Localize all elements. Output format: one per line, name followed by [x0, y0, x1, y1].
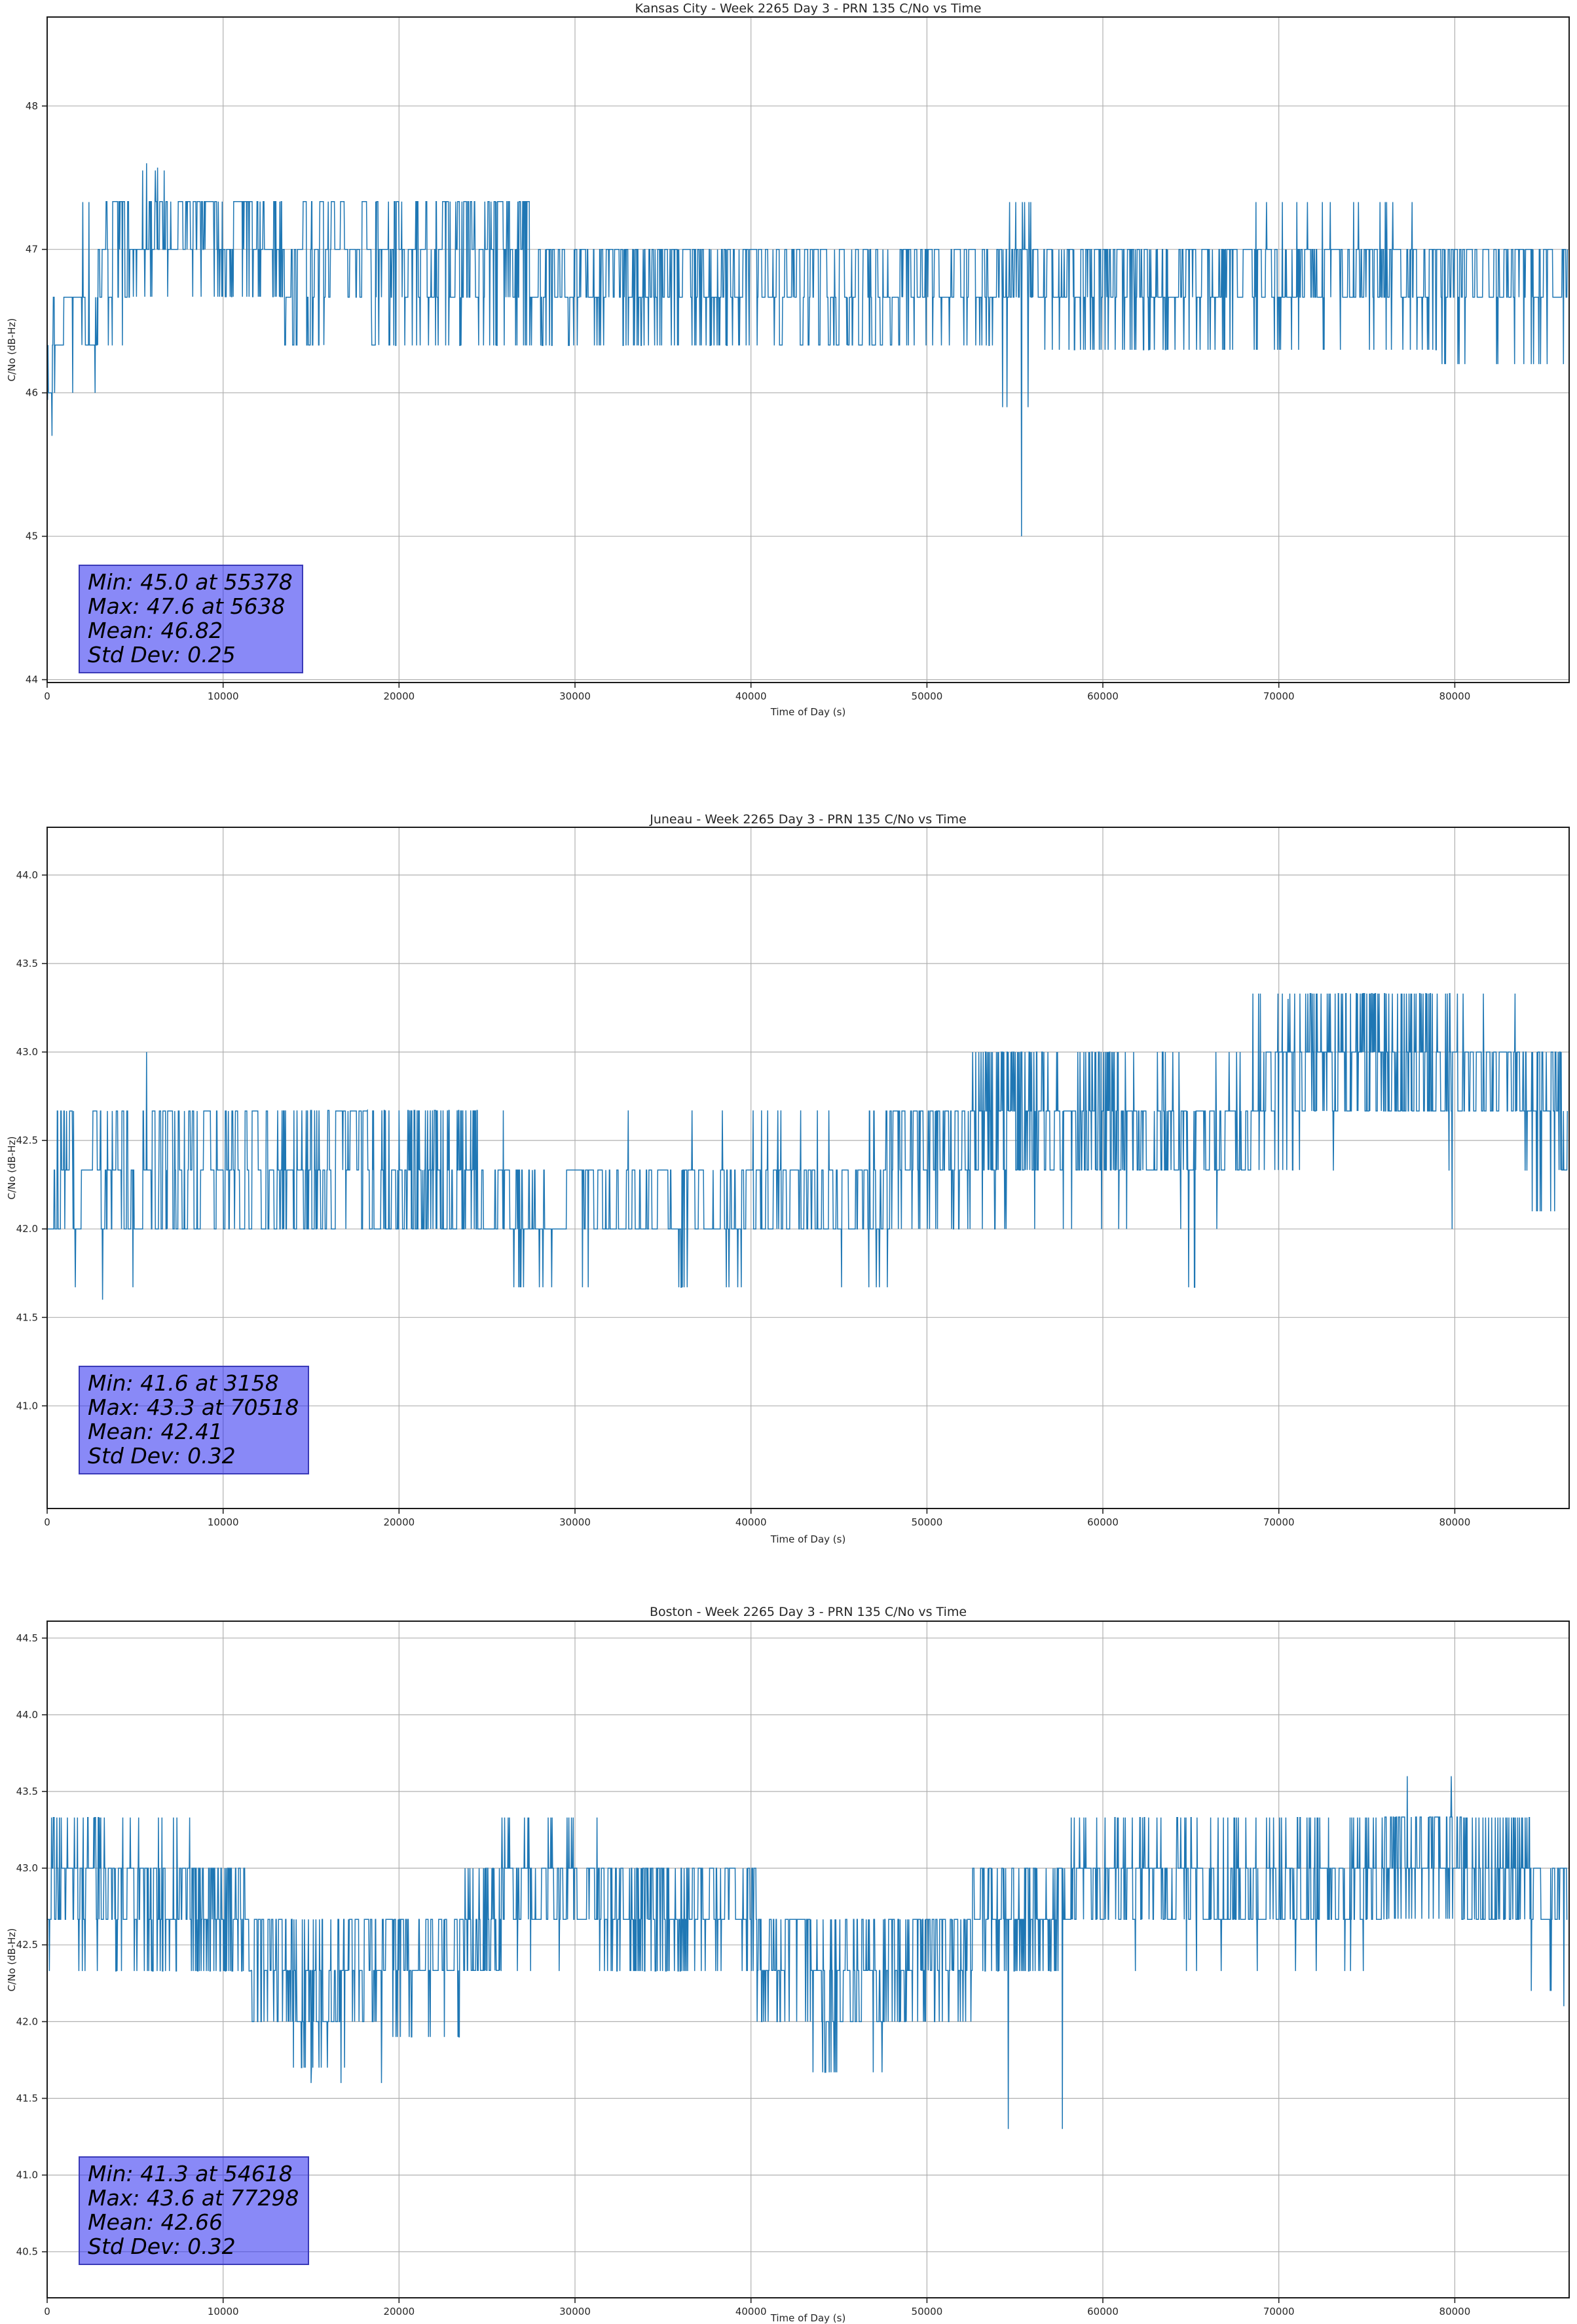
x-tick-label: 70000 — [1263, 690, 1295, 702]
x-tick-label: 60000 — [1087, 690, 1119, 702]
y-tick-label: 43.5 — [16, 958, 38, 969]
axis-tick-labels: 0 10000 20000 30000 40000 50000 60000 70000 8000… — [16, 1632, 1471, 2317]
chart-title-juneau: Juneau - Week 2265 Day 3 - PRN 135 C/No … — [650, 812, 967, 827]
x-tick-label: 40000 — [735, 1516, 767, 1528]
stat-min: Min: 41.6 at 3158 — [88, 1370, 279, 1396]
kansas-city-plot-canvas: 0 10000 20000 30000 40000 50000 60000 70000 8000… — [26, 16, 1570, 702]
axis-tick-labels: 0 10000 20000 30000 40000 50000 60000 70000 8000… — [26, 100, 1470, 702]
y-tick-label: 41.5 — [16, 1311, 38, 1323]
x-tick-label: 70000 — [1263, 2306, 1295, 2317]
x-tick-label: 60000 — [1087, 1516, 1119, 1528]
plot-border — [46, 1621, 1570, 2298]
y-tick-label: 48 — [26, 100, 38, 112]
y-tick-label: 42.0 — [16, 2015, 38, 2027]
stat-max: Max: 43.6 at 77298 — [88, 2185, 299, 2211]
x-tick-label: 10000 — [208, 690, 239, 702]
y-tick-label: 42.0 — [16, 1223, 38, 1235]
chart-panel-juneau: Juneau - Week 2265 Day 3 - PRN 135 C/No … — [0, 775, 1577, 1549]
y-tick-label: 47 — [26, 244, 38, 255]
x-tick-label: 30000 — [559, 2306, 591, 2317]
x-tick-label: 0 — [44, 2306, 50, 2317]
stat-min: Min: 45.0 at 55378 — [88, 569, 293, 595]
y-tick-label: 43.0 — [16, 1046, 38, 1058]
x-tick-label: 20000 — [383, 2306, 415, 2317]
y-axis-label: C/No (dB-Hz) — [6, 1136, 18, 1200]
x-tick-label: 10000 — [208, 1516, 239, 1528]
axis-tick-labels: 0 10000 20000 30000 40000 50000 60000 70000 8000… — [16, 869, 1471, 1528]
y-tick-label: 44.0 — [16, 1709, 38, 1721]
y-tick-label: 40.5 — [16, 2246, 38, 2258]
y-tick-label: 43.0 — [16, 1862, 38, 1874]
x-tick-label: 30000 — [559, 1516, 591, 1528]
boston-plot-canvas: 0 10000 20000 30000 40000 50000 60000 70000 8000… — [16, 1621, 1570, 2317]
y-tick-label: 41.5 — [16, 2093, 38, 2105]
x-axis-label: Time of Day (s) — [770, 2312, 846, 2324]
chart-title-boston: Boston - Week 2265 Day 3 - PRN 135 C/No … — [649, 1605, 967, 1619]
stats-annotation-box: Min: 45.0 at 55378 Max: 47.6 at 5638 Mea… — [79, 565, 303, 673]
plot-border — [46, 16, 1570, 683]
stat-std-dev: Std Dev: 0.32 — [88, 2234, 236, 2259]
axis-tick-marks — [42, 1638, 1456, 2303]
x-tick-label: 50000 — [912, 1516, 943, 1528]
series-line — [46, 163, 1568, 536]
y-axis-label: C/No (dB-Hz) — [6, 1928, 18, 1991]
axis-tick-marks — [42, 105, 1456, 688]
series-line — [47, 993, 1568, 1300]
stat-std-dev: Std Dev: 0.32 — [88, 1443, 236, 1469]
y-tick-label: 42.5 — [16, 1134, 38, 1146]
stat-mean: Mean: 46.82 — [88, 618, 223, 643]
x-tick-label: 60000 — [1087, 2306, 1119, 2317]
y-tick-label: 43.5 — [16, 1786, 38, 1797]
x-tick-label: 50000 — [912, 690, 943, 702]
y-tick-label: 41.0 — [16, 2169, 38, 2181]
x-tick-label: 0 — [44, 1516, 50, 1528]
stat-mean: Mean: 42.41 — [88, 1419, 223, 1444]
x-tick-label: 30000 — [559, 690, 591, 702]
x-tick-label: 0 — [44, 690, 50, 702]
x-tick-label: 80000 — [1439, 2306, 1471, 2317]
stats-annotation-box: Min: 41.3 at 54618 Max: 43.6 at 77298 Me… — [79, 2156, 310, 2265]
x-tick-label: 80000 — [1439, 1516, 1471, 1528]
x-axis-label: Time of Day (s) — [770, 1533, 846, 1545]
x-tick-label: 10000 — [208, 2306, 239, 2317]
x-tick-label: 40000 — [735, 690, 767, 702]
y-tick-label: 44.0 — [16, 869, 38, 881]
stats-annotation-box: Min: 41.6 at 3158 Max: 43.3 at 70518 Mea… — [79, 1366, 310, 1474]
x-tick-label: 20000 — [383, 690, 415, 702]
stat-min: Min: 41.3 at 54618 — [88, 2161, 293, 2186]
x-tick-label: 40000 — [735, 2306, 767, 2317]
plot-border — [46, 827, 1570, 1509]
stat-max: Max: 47.6 at 5638 — [88, 593, 286, 619]
axis-tick-marks — [42, 874, 1456, 1514]
y-tick-label: 44 — [26, 674, 38, 686]
chart-panel-boston: Boston - Week 2265 Day 3 - PRN 135 C/No … — [0, 1550, 1577, 2324]
stat-max: Max: 43.3 at 70518 — [88, 1395, 299, 1420]
y-axis-label: C/No (dB-Hz) — [6, 318, 18, 382]
x-tick-label: 50000 — [912, 2306, 943, 2317]
x-tick-label: 70000 — [1263, 1516, 1295, 1528]
x-axis-label: Time of Day (s) — [770, 706, 846, 718]
stat-std-dev: Std Dev: 0.25 — [88, 642, 236, 667]
stat-mean: Mean: 42.66 — [88, 2209, 223, 2235]
x-tick-label: 20000 — [383, 1516, 415, 1528]
y-tick-label: 44.5 — [16, 1632, 38, 1644]
y-tick-label: 41.0 — [16, 1400, 38, 1412]
y-tick-label: 46 — [26, 387, 38, 399]
y-tick-label: 42.5 — [16, 1939, 38, 1951]
x-tick-label: 80000 — [1439, 690, 1471, 702]
chart-title-kansas-city: Kansas City - Week 2265 Day 3 - PRN 135 … — [635, 1, 982, 16]
y-tick-label: 45 — [26, 531, 38, 542]
series-line — [47, 1776, 1568, 2129]
chart-panel-kansas-city: Kansas City - Week 2265 Day 3 - PRN 135 … — [0, 0, 1577, 774]
